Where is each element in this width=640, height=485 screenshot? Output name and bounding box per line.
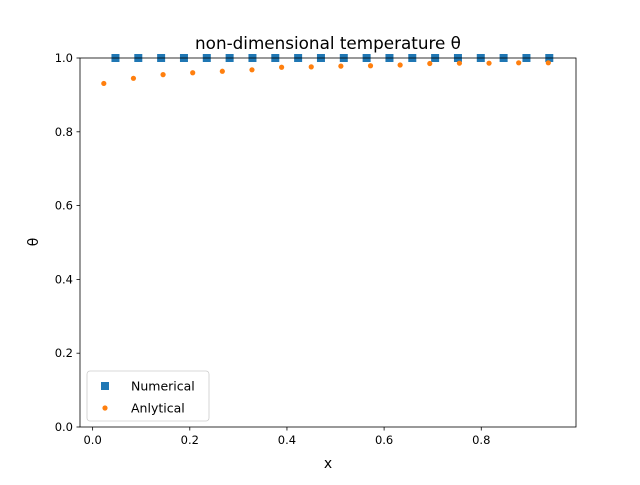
y-tick-label: 0.8: [55, 125, 73, 139]
legend: Numerical Anlytical: [86, 370, 210, 422]
analytical-point: [249, 67, 255, 73]
y-tick-label: 0.0: [55, 420, 73, 434]
analytical-point: [279, 64, 285, 70]
axes-frame: [79, 57, 577, 428]
y-axis-ticks: 0.0 0.2 0.4 0.6 0.8 1.0: [55, 51, 80, 434]
x-axis-ticks: 0.0 0.2 0.4 0.6 0.8: [83, 427, 490, 447]
y-tick-label: 0.2: [55, 346, 73, 360]
analytical-point: [456, 60, 463, 66]
y-tick-label: 0.4: [55, 272, 73, 286]
analytical-point: [486, 60, 492, 66]
legend-label: Numerical: [131, 379, 195, 394]
x-tick-label: 0.8: [472, 433, 490, 447]
analytical-point: [516, 60, 522, 66]
analytical-point: [397, 62, 403, 68]
x-tick-label: 0.4: [278, 433, 296, 447]
chart-title: non-dimensional temperature θ: [195, 33, 461, 53]
analytical-point: [427, 60, 433, 67]
legend-box: [86, 370, 210, 422]
y-tick-label: 0.6: [55, 199, 73, 213]
x-axis-label: x: [324, 456, 332, 472]
analytical-point: [190, 70, 196, 76]
x-tick-label: 0.0: [83, 433, 101, 447]
analytical-point: [367, 63, 374, 69]
x-tick-label: 0.2: [181, 433, 199, 447]
y-tick-label: 1.0: [55, 51, 73, 65]
analytical-point: [130, 75, 137, 81]
analytical-point: [219, 68, 225, 74]
analytical-point: [101, 80, 107, 87]
x-tick-label: 0.6: [375, 433, 393, 447]
analytical-point: [545, 60, 551, 66]
analytical-point: [160, 72, 166, 78]
analytical-point: [338, 63, 344, 69]
y-axis-label: θ: [26, 238, 42, 247]
legend-marker-analytical: [102, 405, 108, 411]
legend-marker-numerical: [101, 382, 109, 390]
legend-label: Anlytical: [131, 401, 185, 416]
analytical-point: [308, 64, 314, 70]
